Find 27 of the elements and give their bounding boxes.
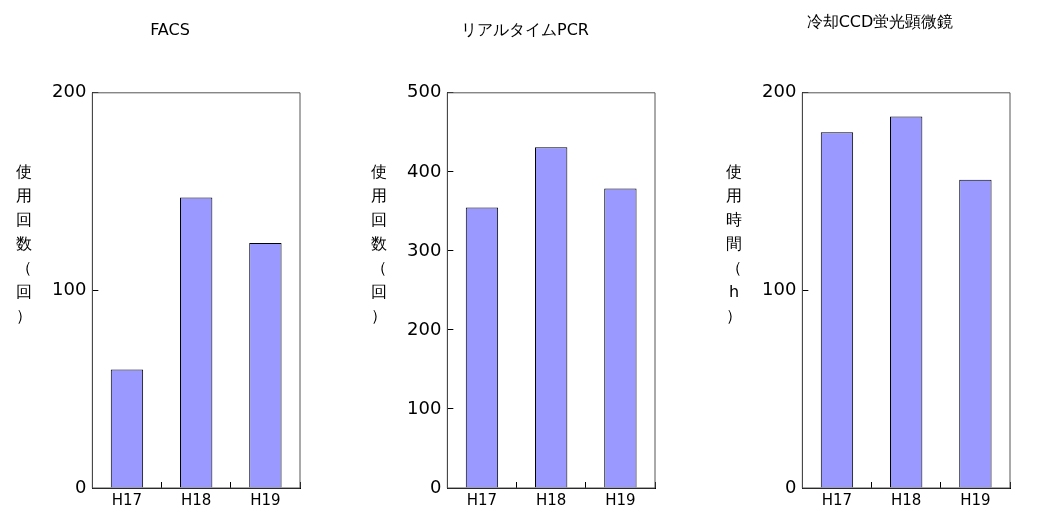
- y-tick-label: 300: [407, 238, 442, 260]
- x-tick-label: H19: [250, 490, 281, 509]
- chart-title: FACS: [149, 20, 191, 39]
- x-tick-label: H19: [605, 490, 636, 509]
- y-tick-label: 100: [52, 278, 87, 300]
- y-tick-label: 200: [52, 80, 87, 102]
- y-tick-label: 100: [407, 396, 442, 418]
- x-tick-label: H17: [466, 490, 498, 509]
- y-axis-title: 使用回数（回）: [15, 161, 33, 327]
- x-tick-label: H18: [890, 490, 922, 509]
- x-tick-label: H19: [960, 490, 991, 509]
- y-tick-label: 200: [762, 80, 797, 102]
- x-tick-label: H18: [180, 490, 212, 509]
- x-tick-label: H18: [535, 490, 567, 509]
- chart-title: 冷却CCD蛍光顕微鏡: [805, 12, 955, 33]
- y-tick-label: 0: [429, 475, 442, 497]
- y-tick-label: 0: [784, 475, 797, 497]
- x-tick-label: H17: [111, 490, 143, 509]
- y-axis-title: 使用回数（回）: [370, 161, 388, 327]
- y-axis-title: 使用時間（h）: [725, 161, 743, 327]
- y-tick-label: 200: [407, 317, 442, 339]
- x-tick-label: H17: [821, 490, 853, 509]
- y-tick-label: 500: [407, 80, 442, 102]
- chart-title: リアルタイムPCR: [460, 20, 590, 41]
- y-tick-label: 100: [762, 278, 797, 300]
- y-tick-label: 400: [407, 159, 442, 181]
- y-tick-label: 0: [74, 475, 87, 497]
